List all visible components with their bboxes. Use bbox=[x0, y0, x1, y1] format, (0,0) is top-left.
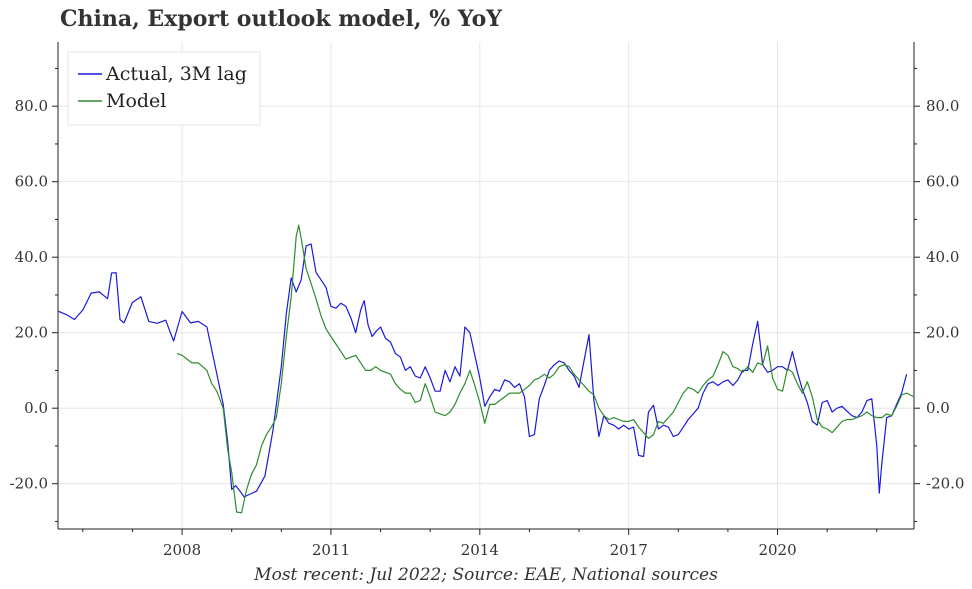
x-tick-label: 2014 bbox=[461, 541, 499, 559]
series-layer bbox=[57, 224, 915, 514]
y-tick-label-left: 20.0 bbox=[15, 324, 48, 342]
legend-label: Model bbox=[106, 90, 166, 112]
source-footer: Most recent: Jul 2022; Source: EAE, Nati… bbox=[254, 565, 718, 585]
y-tick-label-right: 60.0 bbox=[926, 173, 959, 191]
series-line-actual bbox=[57, 243, 908, 498]
grid-layer bbox=[58, 42, 914, 529]
y-tick-label-right: 20.0 bbox=[926, 324, 959, 342]
y-tick-label-left: 60.0 bbox=[15, 173, 48, 191]
y-tick-label-right: 0.0 bbox=[926, 399, 950, 417]
legend-label: Actual, 3M lag bbox=[105, 63, 247, 85]
x-tick-label: 2008 bbox=[163, 541, 201, 559]
x-tick-label: 2011 bbox=[312, 541, 350, 559]
y-tick-label-left: 0.0 bbox=[24, 399, 48, 417]
y-tick-label-left: -20.0 bbox=[10, 475, 48, 493]
legend: Actual, 3M lag Model bbox=[67, 51, 261, 126]
y-tick-label-right: 80.0 bbox=[926, 97, 959, 115]
legend-box bbox=[67, 51, 261, 126]
y-tick-label-right: -20.0 bbox=[926, 475, 964, 493]
y-tick-label-left: 40.0 bbox=[15, 248, 48, 266]
x-tick-label: 2017 bbox=[610, 541, 648, 559]
y-tick-label-left: 80.0 bbox=[15, 97, 48, 115]
chart-title: China, Export outlook model, % YoY bbox=[60, 6, 502, 32]
series-line-model bbox=[176, 224, 915, 514]
y-tick-label-right: 40.0 bbox=[926, 248, 959, 266]
axis-layer: -20.0 -20.0 0.0 0.0 20.0 20.0 40.0 40.0 60.0 60.0… bbox=[10, 42, 964, 559]
x-tick-label: 2020 bbox=[758, 541, 796, 559]
